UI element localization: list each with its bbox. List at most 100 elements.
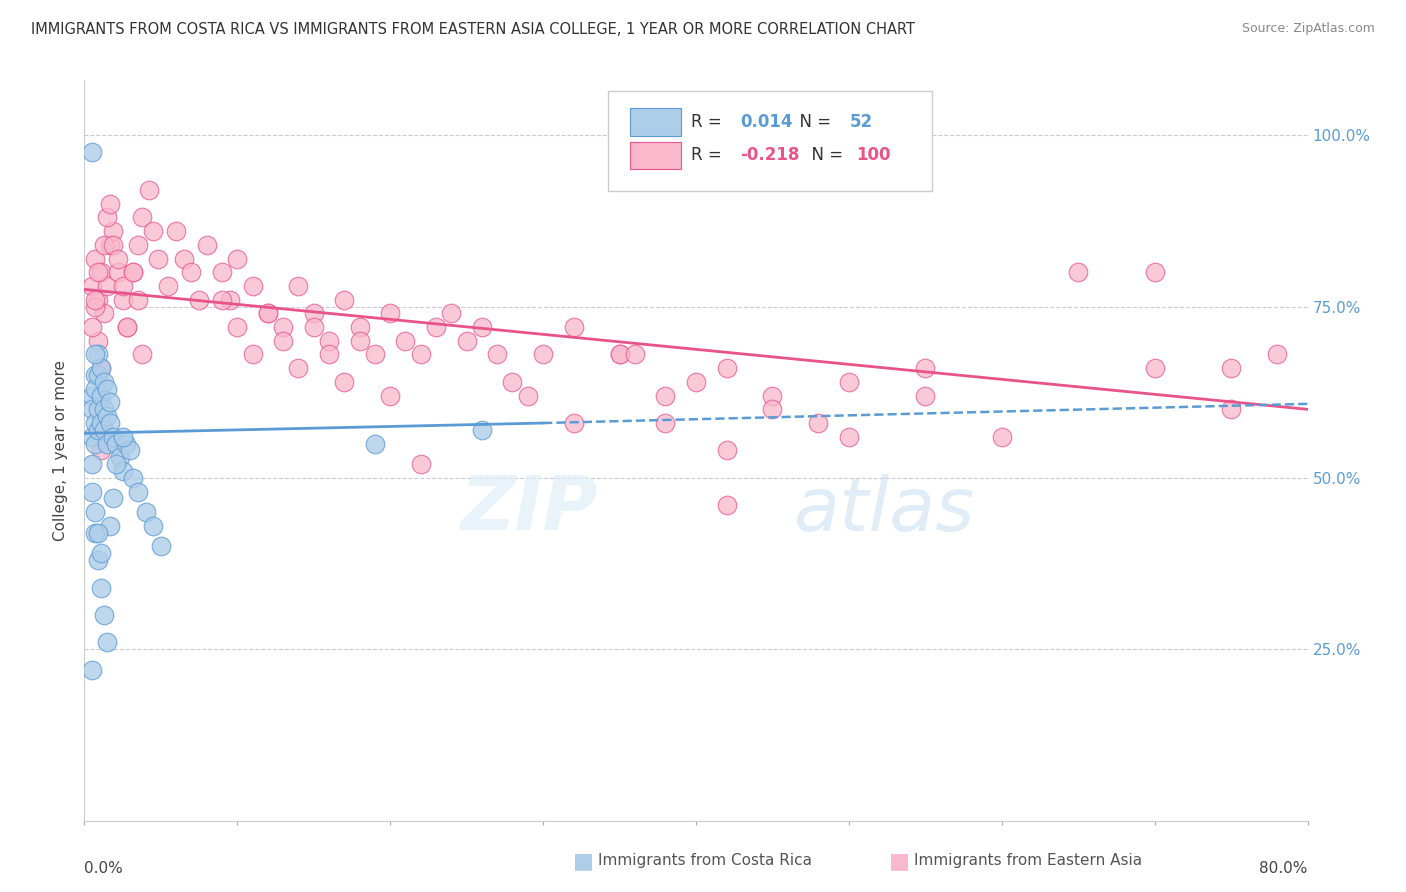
Point [87,525,110,540]
Point [90,265,112,279]
Point [84,293,107,307]
Text: 52: 52 [851,112,873,131]
Point [80,279,103,293]
Point [96,436,118,450]
Point [90,389,112,403]
Point [486,347,509,361]
Point [96,635,118,649]
Point [127,293,149,307]
Point [103,237,125,252]
Text: N =: N = [801,146,849,164]
Point [111,279,134,293]
Point [531,347,554,361]
Point [242,279,264,293]
Point [115,320,138,334]
Point [409,457,432,471]
Point [333,293,356,307]
Point [1143,361,1166,376]
Point [135,505,157,519]
Point [111,293,134,307]
Point [98,395,121,409]
Point [654,416,676,430]
Point [122,265,145,279]
Point [471,423,494,437]
Text: Immigrants from Eastern Asia: Immigrants from Eastern Asia [914,854,1142,868]
Point [364,347,387,361]
Point [257,306,280,320]
Point [502,375,524,389]
Point [257,306,280,320]
Text: R =: R = [692,112,727,131]
Point [111,464,134,478]
Point [111,430,134,444]
Point [127,237,149,252]
Point [761,389,783,403]
Point [211,293,233,307]
FancyBboxPatch shape [607,91,932,191]
Point [96,382,118,396]
Point [142,224,165,238]
Point [180,265,202,279]
Text: 0.014: 0.014 [740,112,793,131]
Text: R =: R = [692,146,727,164]
Point [1220,402,1243,417]
Point [90,546,112,560]
Point [226,252,249,266]
Text: 80.0%: 80.0% [1260,862,1308,876]
FancyBboxPatch shape [630,109,682,136]
Point [157,279,180,293]
Point [318,347,340,361]
Point [1067,265,1090,279]
Point [716,498,738,512]
Point [93,402,115,417]
Point [1265,347,1288,361]
Point [84,252,107,266]
Point [333,375,356,389]
Point [716,361,738,376]
Point [211,265,233,279]
Point [93,375,115,389]
Point [87,368,110,382]
Point [302,320,325,334]
Point [349,334,371,348]
Point [188,293,211,307]
Point [80,430,103,444]
Point [96,211,118,225]
Point [108,450,131,465]
Point [142,519,165,533]
Text: -0.218: -0.218 [740,146,800,164]
Point [138,183,160,197]
Point [98,416,121,430]
Point [84,368,107,382]
Point [380,306,402,320]
Point [516,389,538,403]
Point [914,389,936,403]
Point [93,423,115,437]
Point [93,237,115,252]
Point [349,320,371,334]
FancyBboxPatch shape [630,142,682,169]
Point [122,471,145,485]
Point [838,430,860,444]
Point [1220,361,1243,376]
Point [471,320,494,334]
Point [80,145,103,160]
Point [80,320,103,334]
Point [98,519,121,533]
Point [80,402,103,417]
Point [84,382,107,396]
Point [107,265,129,279]
Point [98,237,121,252]
Point [914,361,936,376]
Point [93,607,115,622]
Point [380,389,402,403]
Point [149,540,172,554]
Point [84,416,107,430]
Point [440,306,463,320]
Point [120,443,142,458]
Point [685,375,707,389]
Point [87,334,110,348]
Text: ■: ■ [574,851,593,871]
Point [96,279,118,293]
Point [318,334,340,348]
